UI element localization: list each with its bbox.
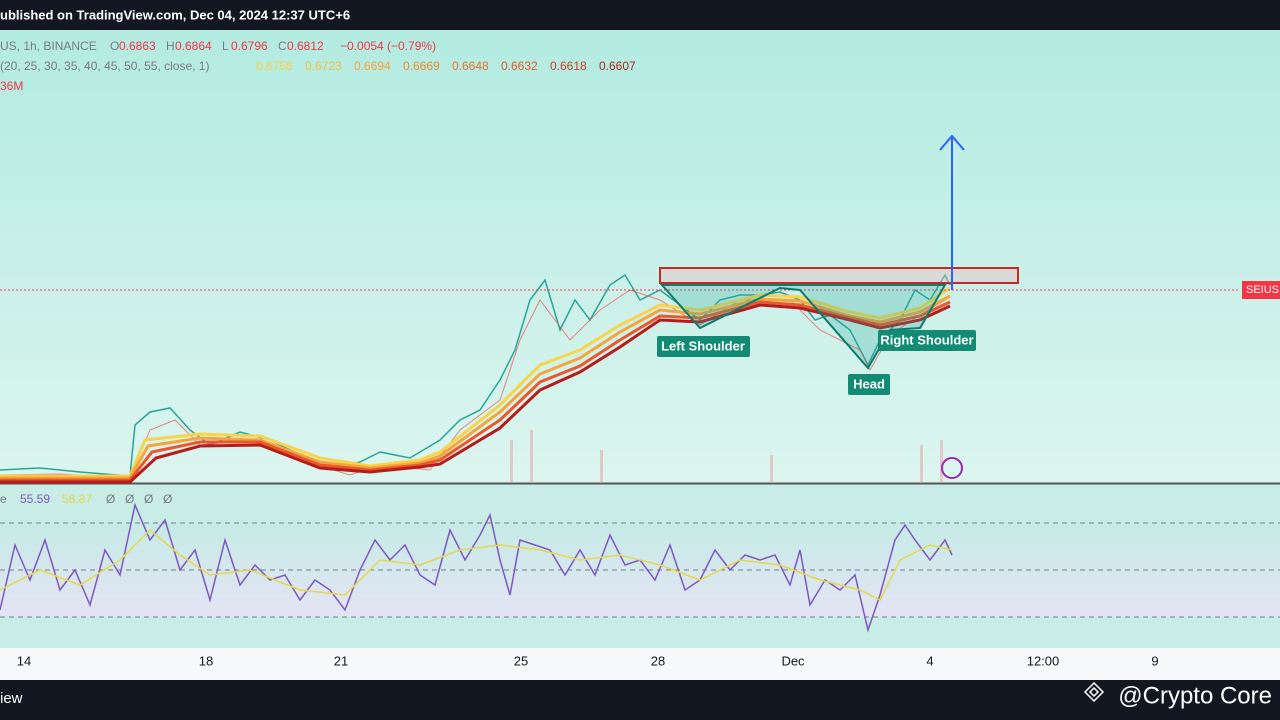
label-box bbox=[878, 330, 976, 351]
ohlc-label: O bbox=[110, 39, 119, 53]
ohlc-label: L bbox=[222, 39, 229, 53]
legend-ribbon-params: (20, 25, 30, 35, 40, 45, 50, 55, close, … bbox=[0, 59, 209, 73]
ohlc-label: C bbox=[278, 39, 287, 53]
ribbon-value: 0.6648 bbox=[452, 59, 489, 73]
ribbon-value: 0.6632 bbox=[501, 59, 538, 73]
ribbon-value: 0.6669 bbox=[403, 59, 440, 73]
ribbon-value: 0.6618 bbox=[550, 59, 587, 73]
chart-pane bbox=[0, 30, 1280, 483]
rsi-ma-value: 58.87 bbox=[62, 492, 92, 506]
price-path bbox=[0, 273, 951, 477]
time-label: 21 bbox=[334, 653, 348, 668]
time-label: 4 bbox=[926, 653, 933, 668]
time-labels: 14 18 21 25 28 Dec 4 12:00 9 bbox=[17, 653, 1159, 668]
top-bar bbox=[0, 0, 1280, 30]
ohlc-value: 0.6796 bbox=[231, 39, 268, 53]
ema-ribbon bbox=[0, 286, 951, 484]
price-path-red bbox=[0, 289, 946, 479]
ribbon-value: 0.6607 bbox=[599, 59, 636, 73]
ohlc-value: 0.6863 bbox=[119, 39, 156, 53]
ohlc-label: H bbox=[166, 39, 175, 53]
annotation: Head bbox=[853, 376, 885, 391]
legend-symbol: US, 1h, BINANCE bbox=[0, 39, 97, 53]
neckline-zone bbox=[659, 267, 1019, 284]
rsi-label: e bbox=[0, 492, 7, 506]
time-label: 25 bbox=[514, 653, 528, 668]
legend-ohlc: O 0.6863 H 0.6864 L 0.6796 C 0.6812 bbox=[110, 39, 324, 53]
header-title: ublished on TradingView.com, Dec 04, 202… bbox=[0, 7, 350, 22]
time-label: 14 bbox=[17, 653, 31, 668]
footer-brand: @Crypto Core bbox=[1118, 682, 1272, 709]
ribbon-value: 0.6694 bbox=[354, 59, 391, 73]
legend-volume: 36M bbox=[0, 79, 23, 93]
rsi-value: 55.59 bbox=[20, 492, 50, 506]
time-label: 28 bbox=[651, 653, 665, 668]
volume bbox=[510, 430, 943, 483]
head-shoulders bbox=[659, 284, 947, 370]
annotation: Left Shoulder bbox=[661, 338, 745, 353]
footer-left: iew bbox=[0, 690, 23, 707]
time-label: Dec bbox=[781, 653, 805, 668]
price-tag-text: SEIUS bbox=[1246, 284, 1279, 296]
rsi-extra: Ø bbox=[163, 492, 172, 506]
time-label: 18 bbox=[199, 653, 213, 668]
annotation: Right Shoulder bbox=[880, 332, 973, 347]
ohlc-value: 0.6812 bbox=[287, 39, 324, 53]
rsi-extra: Ø bbox=[106, 492, 115, 506]
legend-ribbon: 0.6758 0.6723 0.6694 0.6669 0.6648 0.6632 0.66… bbox=[256, 59, 636, 73]
bottom-bar bbox=[0, 680, 1280, 720]
label-box bbox=[657, 336, 750, 357]
time-label: 12:00 bbox=[1027, 653, 1060, 668]
event-icon bbox=[941, 457, 963, 479]
time-axis bbox=[0, 648, 1280, 680]
rsi-extra: Ø bbox=[144, 492, 153, 506]
label-box bbox=[848, 374, 890, 395]
arrow-head bbox=[939, 134, 965, 151]
price-tag bbox=[1242, 281, 1280, 299]
legend-change: −0.0054 (−0.79%) bbox=[340, 39, 436, 53]
rsi-ma bbox=[0, 528, 953, 602]
rsi-line bbox=[0, 502, 953, 633]
ribbon-value: 0.6758 bbox=[256, 59, 293, 73]
ohlc-value: 0.6864 bbox=[175, 39, 212, 53]
rsi-extra: Ø bbox=[125, 492, 134, 506]
brand-icon bbox=[1083, 681, 1105, 703]
time-label: 9 bbox=[1151, 653, 1158, 668]
ribbon-value: 0.6723 bbox=[305, 59, 342, 73]
